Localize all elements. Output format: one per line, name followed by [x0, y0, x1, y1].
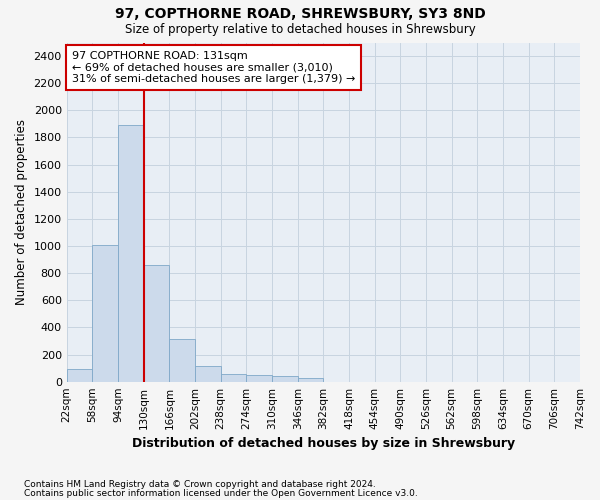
Text: Contains public sector information licensed under the Open Government Licence v3: Contains public sector information licen…	[24, 488, 418, 498]
Text: 97 COPTHORNE ROAD: 131sqm
← 69% of detached houses are smaller (3,010)
31% of se: 97 COPTHORNE ROAD: 131sqm ← 69% of detac…	[72, 51, 355, 84]
Bar	[118, 124, 143, 382]
Y-axis label: Number of detached properties: Number of detached properties	[15, 119, 28, 305]
Bar	[92, 244, 118, 382]
Text: Size of property relative to detached houses in Shrewsbury: Size of property relative to detached ho…	[125, 22, 475, 36]
Text: Contains HM Land Registry data © Crown copyright and database right 2024.: Contains HM Land Registry data © Crown c…	[24, 480, 376, 489]
Bar	[67, 369, 92, 382]
Bar	[272, 376, 298, 382]
X-axis label: Distribution of detached houses by size in Shrewsbury: Distribution of detached houses by size …	[132, 437, 515, 450]
Bar	[143, 265, 169, 382]
Bar	[195, 366, 221, 382]
Bar	[221, 374, 247, 382]
Bar	[247, 375, 272, 382]
Bar	[298, 378, 323, 382]
Text: 97, COPTHORNE ROAD, SHREWSBURY, SY3 8ND: 97, COPTHORNE ROAD, SHREWSBURY, SY3 8ND	[115, 8, 485, 22]
Bar	[169, 339, 195, 382]
